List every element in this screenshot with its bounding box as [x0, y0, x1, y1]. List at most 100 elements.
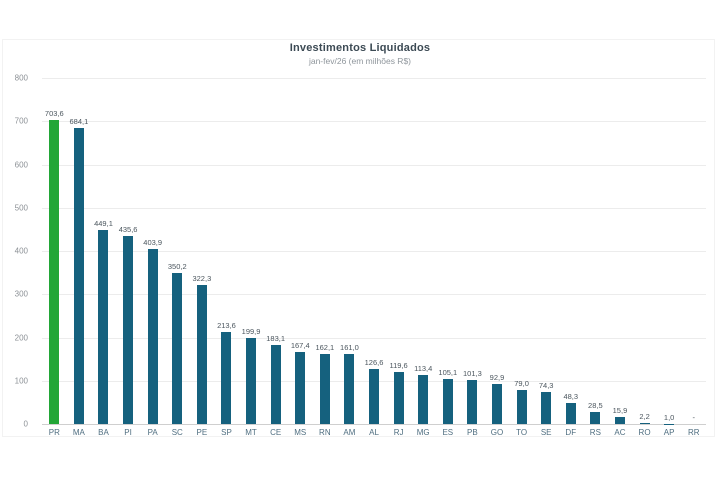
- x-tick-label: RJ: [393, 428, 404, 437]
- x-tick-label: SE: [540, 428, 552, 437]
- bar-value-label: 1,0: [663, 412, 675, 422]
- bar: [123, 235, 134, 424]
- y-axis: 0 100 200 300 400 500 600 700 800: [0, 74, 34, 429]
- x-tick-label: PA: [147, 428, 158, 437]
- bar-value-label: 703,6: [44, 108, 64, 118]
- bar-value-label: 322,3: [192, 273, 212, 283]
- x-tick-label: PI: [124, 428, 132, 437]
- bar: [73, 128, 84, 424]
- bar-group: 403,9: [140, 78, 165, 424]
- bar-value-label: 684,1: [69, 117, 89, 127]
- bar: [442, 378, 453, 424]
- bar: [639, 423, 650, 424]
- gridline: [42, 337, 706, 339]
- x-tick-label: DF: [565, 428, 577, 437]
- bar: [491, 383, 502, 424]
- bar-value-label: 403,9: [143, 238, 163, 248]
- y-tick-label: 100: [14, 376, 28, 386]
- chart-header: Investimentos Liquidados jan-fev/26 (em …: [0, 42, 720, 66]
- bar-group: 167,4: [288, 78, 313, 424]
- x-tick-label: AM: [343, 428, 356, 437]
- bar-group: 1,0: [657, 78, 682, 424]
- x-tick-label: SC: [171, 428, 183, 437]
- x-tick-label: AP: [663, 428, 675, 437]
- bar-value-label: 161,0: [340, 343, 359, 353]
- bar: [344, 354, 355, 424]
- bar-group: 92,9: [485, 78, 510, 424]
- bar-value-label: 167,4: [290, 340, 310, 350]
- x-tick-label: SP: [221, 428, 232, 437]
- bar-value-label: 28,5: [588, 400, 603, 410]
- y-tick-label: 600: [14, 160, 28, 169]
- bars: 703,6 684,1 449,1 435,6 403,9 350,2 322,3 213,6…: [42, 78, 706, 424]
- y-tick-label: 500: [14, 203, 28, 213]
- bar-value-label: 162,1: [315, 342, 335, 352]
- bar-group: 684,1: [67, 78, 92, 424]
- bar-group: 703,6: [42, 78, 67, 424]
- bar-value-label: -: [692, 413, 695, 422]
- bar-value-label: 2,2: [639, 412, 650, 422]
- bar-value-label: 113,4: [414, 363, 433, 373]
- y-tick-label: 800: [14, 73, 28, 83]
- bar-value-label: 92,9: [489, 372, 505, 382]
- bar-group: 119,6: [386, 78, 411, 424]
- bar-group: 350,2: [165, 78, 190, 424]
- bar: [172, 272, 183, 424]
- gridline: [42, 251, 706, 252]
- x-tick-label: MT: [245, 428, 257, 437]
- x-tick-label: ES: [442, 428, 454, 437]
- bar: [295, 351, 306, 424]
- gridline: [42, 207, 706, 209]
- y-tick-label: 200: [14, 333, 28, 342]
- gridline: [42, 121, 706, 123]
- bar-value-label: 48,3: [563, 392, 579, 402]
- x-tick-label: MA: [72, 428, 85, 437]
- chart-panel: [2, 39, 715, 437]
- bar-group: -: [681, 78, 706, 424]
- bar-group: 79,0: [509, 78, 534, 424]
- x-tick-label: AC: [614, 428, 626, 437]
- bar-value-label: 105,1: [438, 367, 458, 377]
- bar: [541, 391, 552, 424]
- bar-group: 74,3: [534, 78, 559, 424]
- bar-group: 213,6: [214, 78, 239, 424]
- bar: [98, 229, 109, 424]
- x-tick-label: MG: [416, 428, 430, 437]
- bar-group: 162,1: [313, 78, 338, 424]
- x-tick-label: RS: [589, 428, 601, 437]
- x-tick-label: TO: [516, 428, 528, 437]
- bar-value-label: 119,6: [389, 361, 408, 371]
- bar: [246, 337, 257, 424]
- bar-group: 101,3: [460, 78, 485, 424]
- gridline: [42, 78, 706, 79]
- x-tick-label: GO: [490, 428, 504, 437]
- bar: [319, 353, 330, 424]
- gridline: [42, 164, 706, 166]
- x-tick-label: RR: [687, 428, 700, 437]
- bar-group: 199,9: [239, 78, 264, 424]
- bar: [393, 372, 404, 424]
- bar: [270, 344, 281, 424]
- bar-value-label: 199,9: [241, 326, 261, 336]
- bar: [147, 249, 158, 424]
- bar: [49, 119, 60, 424]
- bar-value-label: 183,1: [266, 333, 286, 343]
- bar-value-label: 126,6: [364, 358, 384, 368]
- bar-value-label: 435,6: [118, 224, 138, 234]
- bar: [221, 331, 232, 424]
- bar: [369, 369, 380, 424]
- x-tick-label: RO: [638, 428, 651, 437]
- x-tick-label: AL: [369, 428, 379, 437]
- gridline: [42, 294, 706, 296]
- bar-group: 183,1: [263, 78, 288, 424]
- x-tick-label: PE: [196, 428, 208, 437]
- y-tick-label: 0: [23, 419, 28, 429]
- bar-value-label: 74,3: [538, 380, 554, 390]
- bar-value-label: 79,0: [514, 378, 529, 388]
- bar-value-label: 213,6: [217, 320, 236, 330]
- chart-subtitle: jan-fev/26 (em milhões R$): [308, 56, 412, 66]
- bar: [418, 374, 429, 424]
- bar: [516, 389, 527, 424]
- x-tick-label: PB: [467, 428, 478, 437]
